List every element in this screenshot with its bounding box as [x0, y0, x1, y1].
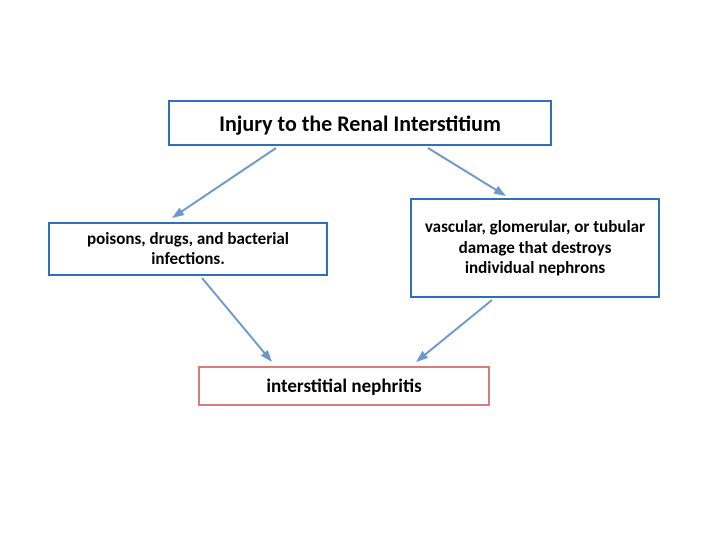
arrows-layer — [0, 0, 720, 540]
